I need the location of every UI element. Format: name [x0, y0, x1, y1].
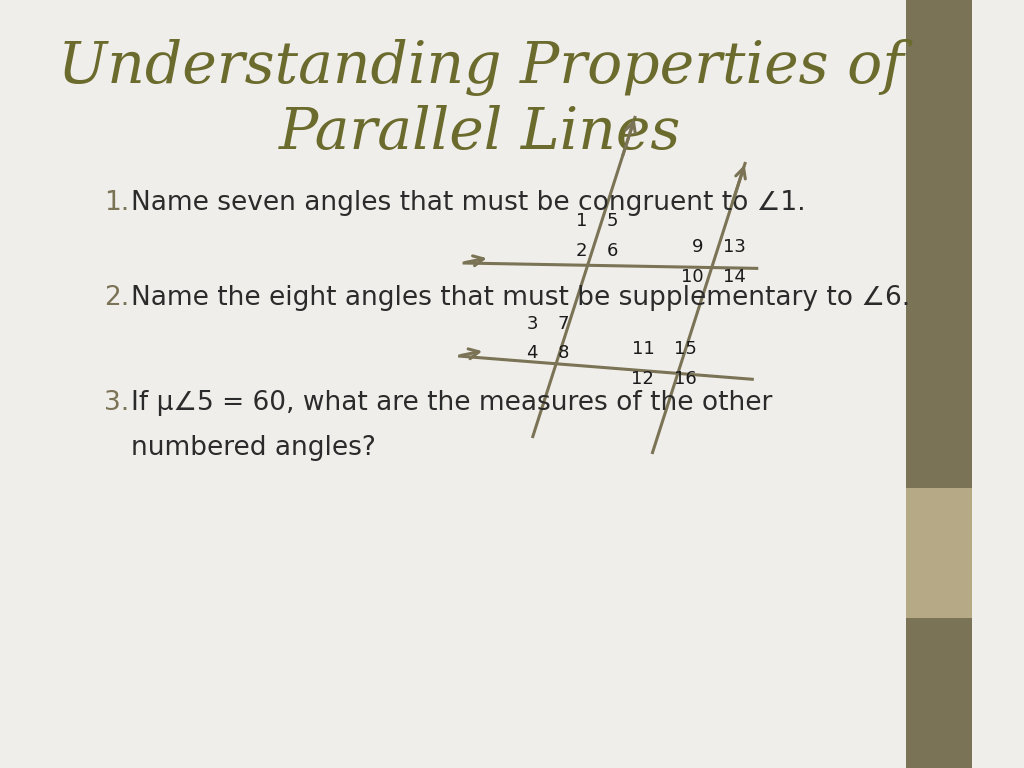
Text: 9: 9 [692, 239, 703, 257]
Text: 3.: 3. [104, 390, 129, 416]
Text: 14: 14 [723, 267, 746, 286]
Text: 1: 1 [575, 213, 587, 230]
Text: Name the eight angles that must be supplementary to ∠6.: Name the eight angles that must be suppl… [131, 285, 910, 311]
Text: 13: 13 [723, 239, 746, 257]
Bar [906, 0, 973, 768]
Text: Parallel Lines: Parallel Lines [280, 104, 682, 161]
Text: numbered angles?: numbered angles? [131, 435, 376, 461]
Text: 11: 11 [632, 340, 654, 359]
Text: 3: 3 [526, 315, 538, 333]
Text: 7: 7 [557, 315, 569, 333]
Text: 6: 6 [607, 241, 618, 260]
Text: 5: 5 [607, 213, 618, 230]
Text: 4: 4 [526, 343, 538, 362]
Text: 2.: 2. [104, 285, 129, 311]
Bar [906, 488, 973, 618]
Text: 15: 15 [674, 340, 697, 359]
Text: Name seven angles that must be congruent to ∠1.: Name seven angles that must be congruent… [131, 190, 806, 216]
Text: 2: 2 [575, 241, 587, 260]
Text: If μ∠5 = 60, what are the measures of the other: If μ∠5 = 60, what are the measures of th… [131, 390, 772, 416]
Text: 12: 12 [632, 369, 654, 388]
Text: 16: 16 [674, 369, 696, 388]
Text: 1.: 1. [104, 190, 129, 216]
Text: 10: 10 [681, 267, 703, 286]
Text: 8: 8 [557, 343, 569, 362]
Text: Understanding Properties of: Understanding Properties of [57, 39, 903, 97]
